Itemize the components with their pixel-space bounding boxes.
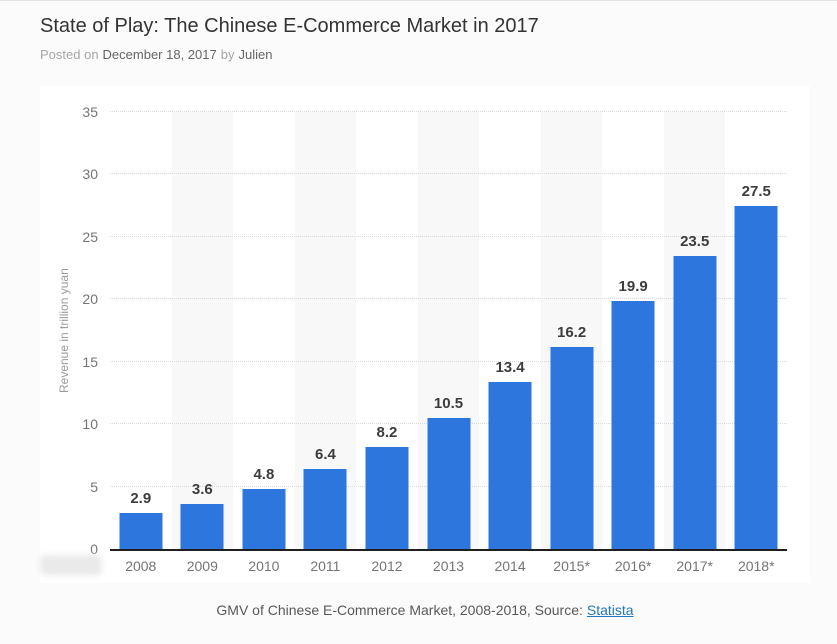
bar-2017[interactable] (673, 255, 717, 549)
plot-column-2014: 13.4 (479, 112, 541, 549)
chart-widget: Revenue in trillion yuan 0 5 10 15 20 25 30 35 … (40, 86, 810, 583)
plot-column-2016: 19.9 (602, 112, 664, 549)
y-tick-label: 5 (90, 478, 98, 495)
x-tick-label: 2018* (737, 558, 775, 574)
statista-logo-watermark (40, 555, 102, 575)
plot-column-2018: 27.5 (725, 112, 787, 549)
byline-prefix: Posted on (40, 47, 99, 62)
bar-value-label: 2.9 (130, 489, 152, 507)
bar-value-label: 27.5 (741, 182, 771, 200)
x-tick-label: 2016* (614, 558, 652, 574)
plot-column-2009: 3.6 (171, 112, 234, 549)
chart-caption: GMV of Chinese E-Commerce Market, 2008-2… (40, 602, 810, 618)
x-tick-label: 2012 (371, 558, 403, 574)
caption-text: GMV of Chinese E-Commerce Market, 2008-2… (216, 602, 583, 618)
x-tick-label: 2015* (553, 558, 590, 574)
page-title: State of Play: The Chinese E-Commerce Ma… (40, 15, 539, 37)
bar-value-label: 4.8 (253, 466, 275, 484)
gridline (110, 111, 787, 112)
bar-value-label: 10.5 (433, 394, 464, 412)
x-tick-label: 2008 (125, 558, 157, 574)
bar-2009[interactable] (180, 504, 224, 549)
bar-value-label: 6.4 (314, 446, 336, 464)
bar-value-label: 16.2 (557, 323, 587, 341)
post-date: December 18, 2017 (102, 47, 217, 62)
y-axis-tick-labels: 0 5 10 15 20 25 30 35 (64, 105, 98, 556)
y-tick-label: 15 (82, 353, 98, 370)
x-tick-label: 2011 (310, 558, 341, 574)
bar-2014[interactable] (488, 381, 532, 549)
y-tick-label: 35 (82, 104, 98, 120)
bar-2011[interactable] (303, 469, 347, 549)
gridline (110, 235, 787, 237)
x-tick-label: 2013 (432, 558, 465, 574)
bar-2015[interactable] (550, 346, 594, 549)
bar-value-label: 19.9 (618, 277, 648, 295)
x-tick-label: 2009 (186, 558, 218, 574)
gridline (110, 298, 787, 300)
plot-column-2010: 4.8 (233, 112, 295, 549)
bar-value-label: 8.2 (376, 423, 398, 441)
x-tick-label: 2017* (676, 558, 713, 574)
y-tick-label: 0 (90, 541, 98, 557)
statista-link[interactable]: Statista (586, 602, 634, 618)
plot-area: 2.9 3.6 4.8 6.4 8.2 10.5 13.4 16.2 19.9 23.5 27.5 (110, 111, 787, 551)
plot-column-2012: 8.2 (356, 112, 418, 549)
bar-2012[interactable] (365, 446, 409, 549)
y-tick-label: 20 (82, 291, 98, 308)
bar-2018[interactable] (734, 205, 778, 549)
gridline (110, 360, 787, 362)
bar-value-label: 23.5 (680, 232, 710, 250)
bar-value-label: 3.6 (191, 481, 213, 499)
bar-2010[interactable] (242, 489, 286, 549)
bar-columns: 2.9 3.6 4.8 6.4 8.2 10.5 13.4 16.2 19.9 23.5 27.5 (110, 112, 787, 549)
plot-column-2011: 6.4 (294, 112, 357, 549)
x-tick-label: 2014 (494, 558, 526, 574)
y-tick-label: 10 (82, 416, 98, 433)
plot-column-2017: 23.5 (663, 112, 726, 549)
bar-2013[interactable] (427, 417, 470, 549)
bar-2008[interactable] (119, 512, 163, 549)
bar-2016[interactable] (611, 300, 655, 549)
plot-column-2015: 16.2 (540, 112, 603, 549)
byline-connector: by (220, 47, 235, 62)
y-tick-label: 30 (82, 166, 98, 183)
bar-value-label: 13.4 (495, 358, 525, 376)
y-tick-label: 25 (82, 228, 98, 245)
post-author: Julien (238, 47, 273, 62)
plot-column-2013: 10.5 (417, 112, 480, 549)
gridline (110, 173, 787, 175)
x-tick-label: 2010 (248, 558, 280, 574)
plot-column-2008: 2.9 (110, 112, 172, 549)
post-byline: Posted on December 18, 2017 by Julien (40, 47, 272, 63)
x-axis-tick-labels: 2008 2009 2010 2011 2012 2013 2014 2015* 2016* 20… (110, 558, 787, 574)
